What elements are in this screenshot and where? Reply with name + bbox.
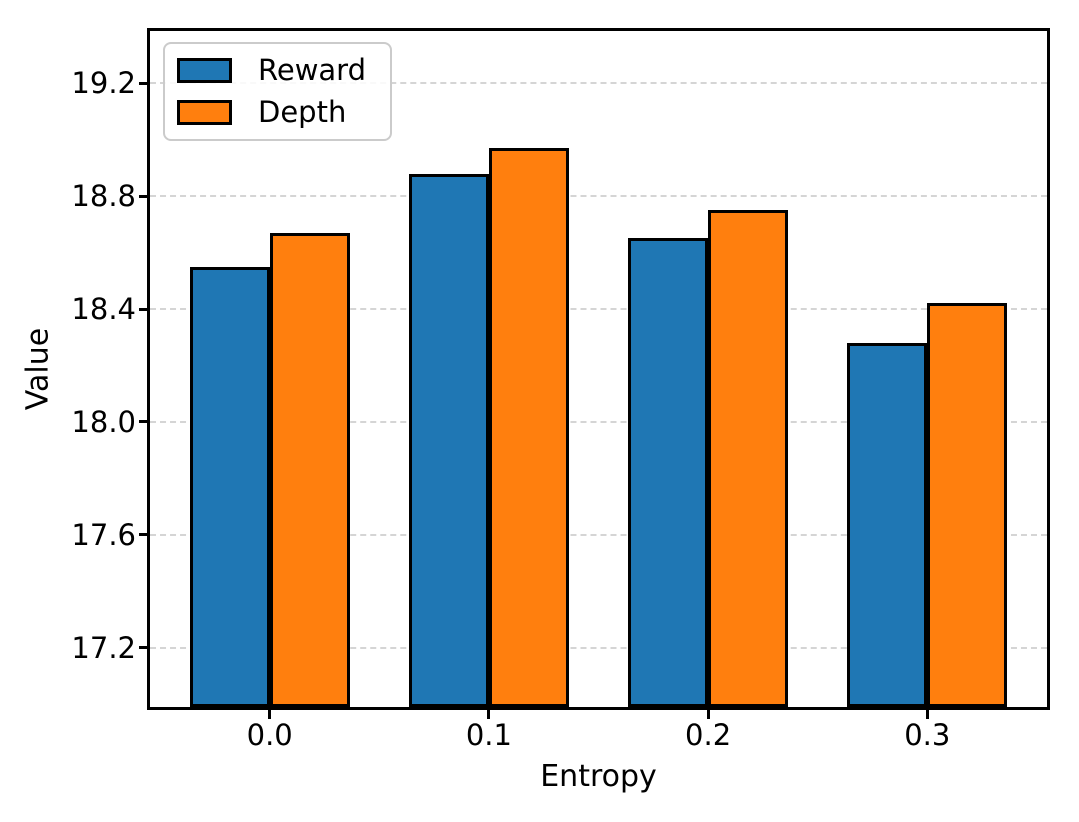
- y-tick-label: 17.6: [71, 517, 136, 552]
- legend-item-depth: Depth: [177, 98, 374, 127]
- gridline-y-17.2: [150, 646, 1047, 649]
- y-tick-mark: [139, 533, 147, 537]
- plot-area: Reward Depth: [139, 28, 1050, 719]
- x-tick-mark: [706, 710, 710, 719]
- bar-depth-0.2: [708, 210, 789, 707]
- y-tick-mark: [139, 81, 147, 85]
- legend-swatch-depth: [177, 100, 232, 125]
- gridline-y-17.6: [150, 533, 1047, 536]
- legend: Reward Depth: [163, 42, 392, 141]
- y-tick-mark: [139, 194, 147, 198]
- x-tick-label: 0.1: [465, 718, 512, 752]
- y-tick-label: 18.4: [71, 292, 136, 327]
- legend-swatch-reward: [177, 58, 232, 83]
- legend-label: Reward: [258, 53, 366, 87]
- x-axis-label: Entropy: [540, 759, 657, 794]
- x-tick-label: 0.2: [685, 718, 732, 752]
- bar-reward-0.3: [847, 342, 928, 707]
- bar-reward-0.1: [408, 173, 489, 707]
- y-axis-label: Value: [20, 327, 56, 411]
- y-tick-mark: [139, 307, 147, 311]
- gridline-y-18.4: [150, 308, 1047, 311]
- bar-reward-0.2: [628, 238, 709, 707]
- y-tick-label: 18.0: [71, 404, 136, 439]
- gridline-y-19.2: [150, 82, 1047, 85]
- y-tick-label: 18.8: [71, 179, 136, 214]
- x-tick-label: 0.0: [246, 718, 293, 752]
- gridline-y-18.0: [150, 420, 1047, 423]
- gridline-y-18.8: [150, 195, 1047, 198]
- x-tick-mark: [925, 710, 929, 719]
- legend-label: Depth: [258, 95, 347, 129]
- x-tick-mark: [268, 710, 272, 719]
- x-tick-label: 0.3: [904, 718, 951, 752]
- y-tick-label: 17.2: [71, 630, 136, 665]
- legend-item-reward: Reward: [177, 56, 374, 85]
- x-tick-mark: [487, 710, 491, 719]
- y-tick-mark: [139, 420, 147, 424]
- bar-depth-0.1: [488, 148, 569, 707]
- bar-depth-0.3: [927, 303, 1008, 707]
- y-tick-mark: [139, 646, 147, 650]
- y-tick-label: 19.2: [71, 66, 136, 101]
- bar-reward-0.0: [189, 266, 270, 707]
- bar-depth-0.0: [269, 232, 350, 707]
